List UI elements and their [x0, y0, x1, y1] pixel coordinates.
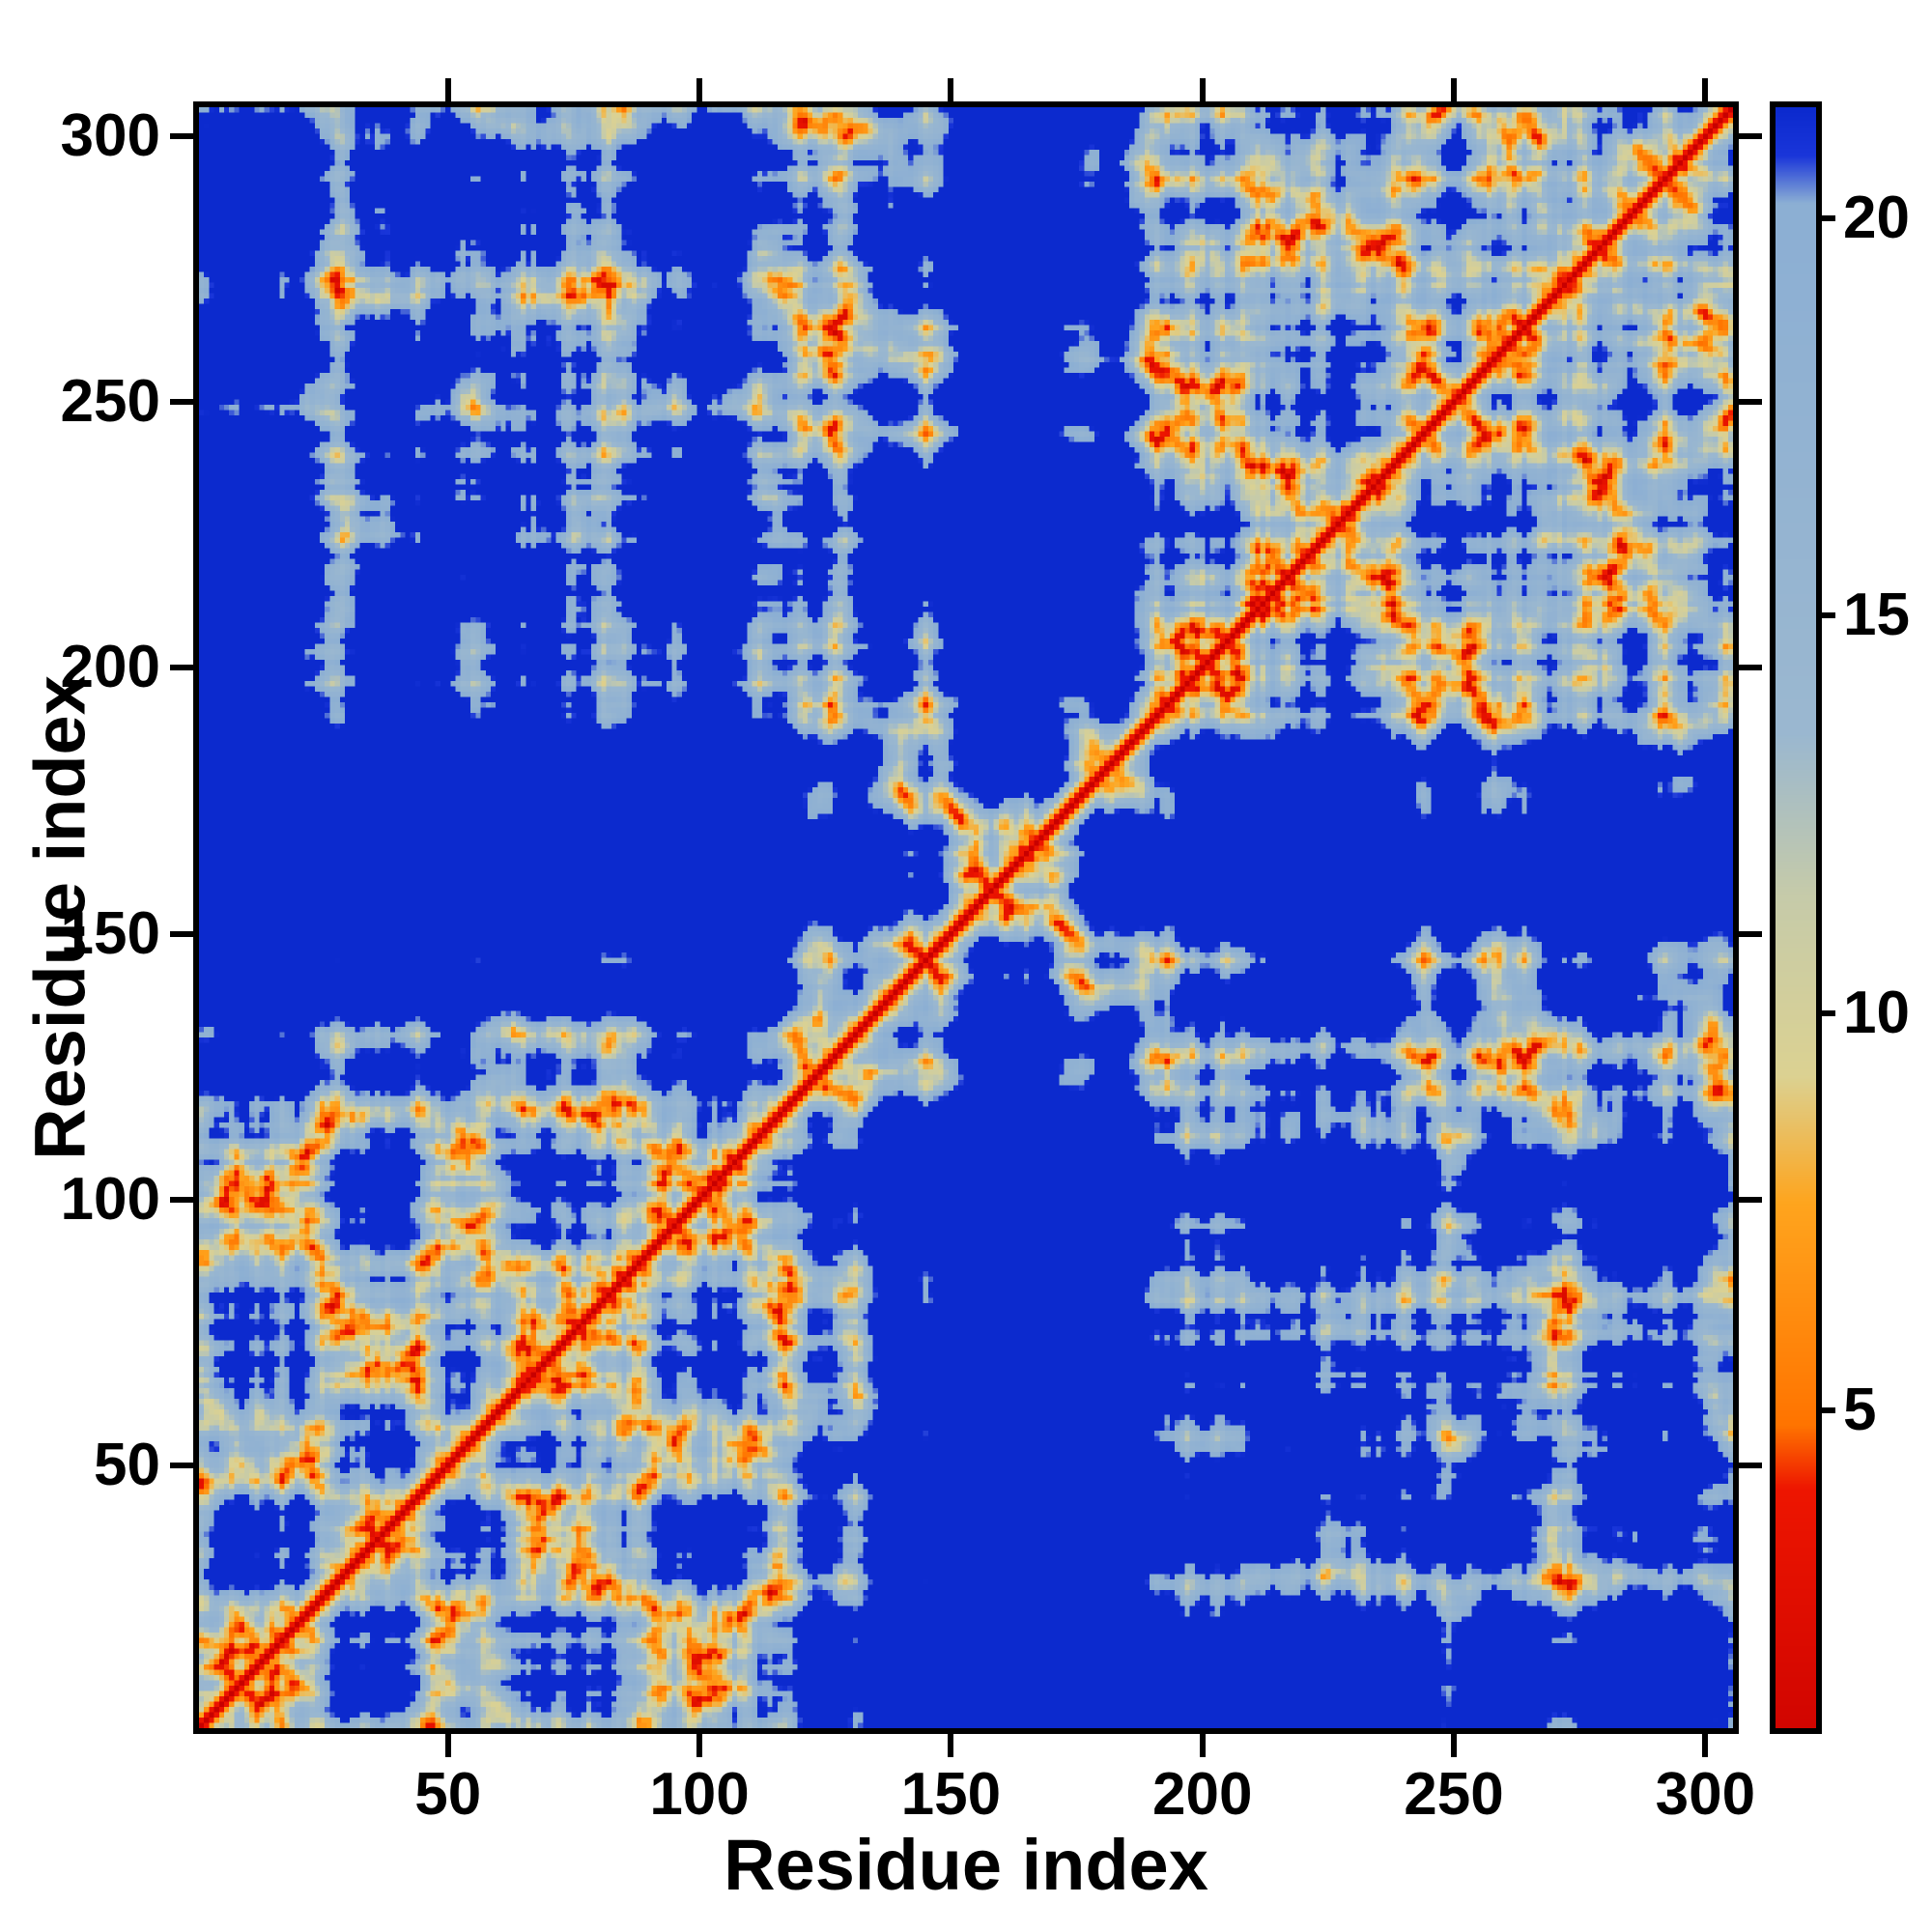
x-tick-mark-top — [1451, 78, 1458, 101]
y-tick-mark — [170, 930, 193, 937]
x-tick-label: 300 — [1655, 1761, 1756, 1828]
colorbar-canvas — [1776, 107, 1816, 1728]
x-tick-mark — [696, 1734, 703, 1757]
y-tick-label: 100 — [60, 1165, 160, 1233]
y-tick-label: 200 — [60, 634, 160, 701]
x-tick-label: 200 — [1151, 1761, 1253, 1828]
y-tick-mark — [170, 399, 193, 406]
x-tick-mark-top — [1199, 78, 1206, 101]
colorbar-tick-mark — [1822, 612, 1835, 619]
x-tick-label: 100 — [649, 1761, 750, 1828]
y-tick-mark — [170, 133, 193, 140]
colorbar-tick-label: 15 — [1843, 582, 1910, 649]
colorbar-tick-label: 10 — [1843, 979, 1910, 1046]
y-tick-mark-right — [1739, 930, 1762, 937]
x-tick-mark-top — [948, 78, 954, 101]
colorbar-frame: 5 10 15 20 — [1770, 101, 1910, 1734]
x-tick-mark — [1199, 1734, 1206, 1757]
y-tick-label: 50 — [94, 1431, 160, 1498]
y-tick-mark — [170, 1196, 193, 1203]
y-tick-label: 300 — [60, 102, 160, 170]
x-tick-label: 50 — [414, 1761, 482, 1828]
y-tick-mark — [170, 1462, 193, 1468]
colorbar-tick-mark — [1822, 1406, 1835, 1413]
x-tick-mark — [948, 1734, 954, 1757]
y-tick-mark-right — [1739, 1462, 1762, 1468]
x-tick-mark — [1702, 1734, 1709, 1757]
x-tick-label: 250 — [1404, 1761, 1504, 1828]
y-tick-mark-right — [1739, 1196, 1762, 1203]
y-tick-label: 150 — [60, 899, 160, 967]
x-tick-label: 150 — [900, 1761, 1002, 1828]
x-tick-mark-top — [444, 78, 451, 101]
y-tick-mark-right — [1739, 133, 1762, 140]
y-tick-label: 250 — [60, 368, 160, 436]
colorbar-tick-mark — [1822, 1009, 1835, 1016]
x-tick-mark-top — [1702, 78, 1709, 101]
colorbar-tick-label: 20 — [1843, 185, 1910, 252]
x-tick-mark-top — [696, 78, 703, 101]
heatmap-canvas — [199, 107, 1733, 1728]
y-tick-mark — [170, 665, 193, 671]
x-tick-mark — [444, 1734, 451, 1757]
colorbar-tick-label: 5 — [1843, 1376, 1877, 1443]
x-axis-label: Residue index — [724, 1825, 1208, 1905]
y-tick-mark-right — [1739, 399, 1762, 406]
colorbar-tick-mark — [1822, 215, 1835, 222]
plot-frame: 50 100 150 200 250 300 50 100 150 200 250 300 — [61, 78, 1762, 1825]
y-tick-mark-right — [1739, 665, 1762, 671]
x-tick-mark — [1451, 1734, 1458, 1757]
